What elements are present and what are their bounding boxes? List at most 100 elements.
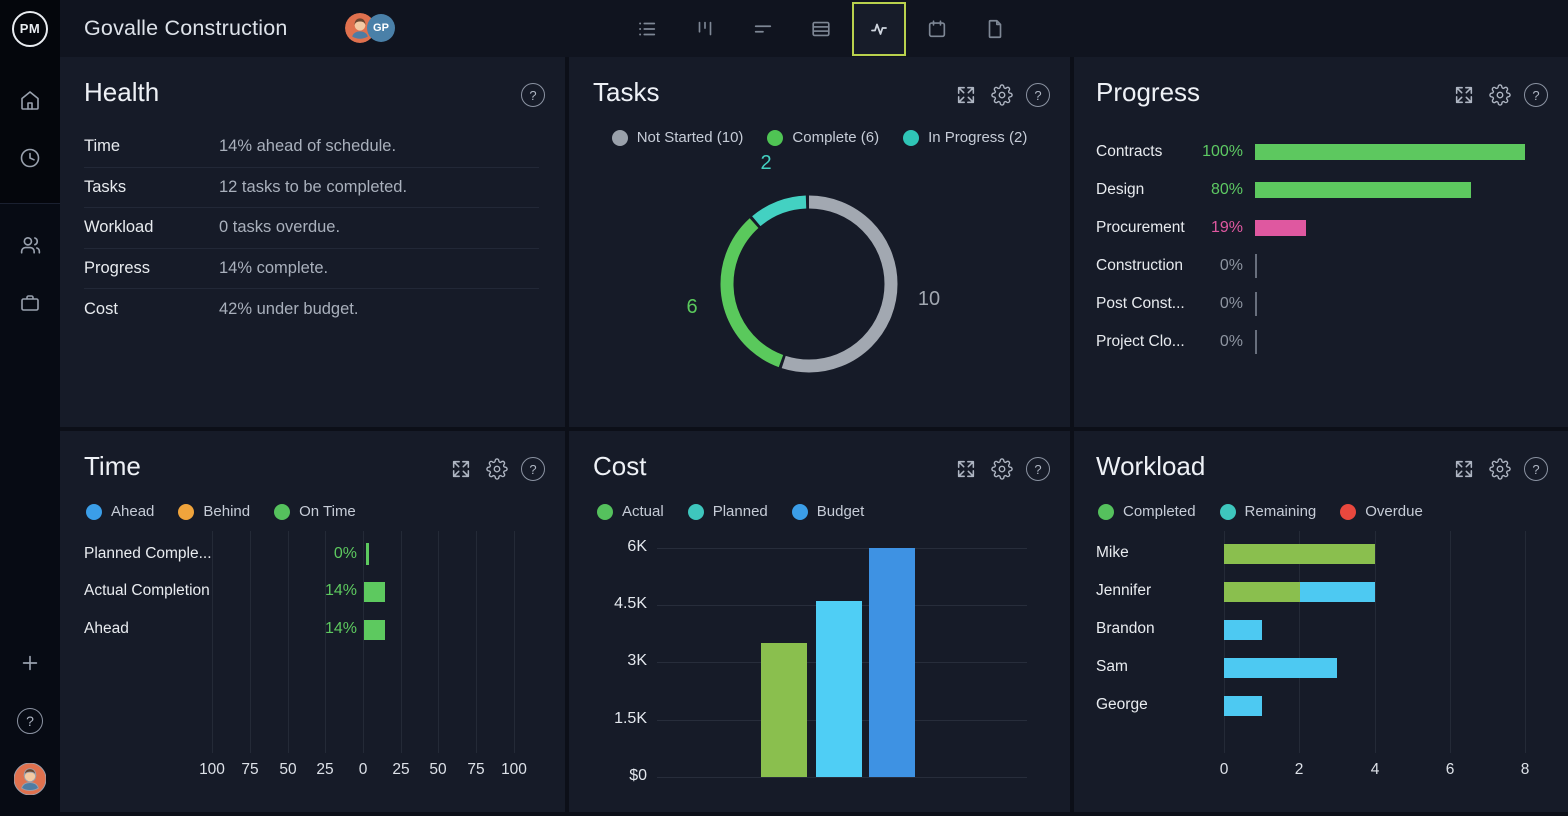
progress-bar <box>1255 220 1307 236</box>
time-row-label: Actual Completion <box>84 582 210 599</box>
health-row-value: 14% complete. <box>219 258 329 277</box>
help-icon[interactable]: ? <box>1026 457 1050 481</box>
help-icon[interactable]: ? <box>1524 83 1548 107</box>
gridline <box>1299 531 1300 753</box>
expand-icon[interactable] <box>1452 457 1476 481</box>
y-axis-tick-label: 6K <box>627 538 647 555</box>
help-icon[interactable]: ? <box>1026 83 1050 107</box>
docs-view-button[interactable] <box>975 9 1015 49</box>
progress-row-label: Design <box>1096 181 1145 198</box>
sidebar-team-button[interactable] <box>0 216 60 274</box>
legend-item[interactable]: In Progress (2) <box>903 129 1027 146</box>
help-icon: ? <box>17 708 43 734</box>
health-row-value: 42% under budget. <box>219 299 359 318</box>
workload-row-label: Mike <box>1096 544 1129 561</box>
gridline <box>288 531 289 753</box>
tasks-panel: Tasks ? Not Started (10) Complete (6) <box>569 57 1070 427</box>
legend-item[interactable]: Budget <box>791 503 864 520</box>
expand-icon[interactable] <box>1452 83 1476 107</box>
gridline <box>212 531 213 753</box>
top-bar: PM Govalle Construction GP <box>0 0 1568 57</box>
view-toolbar <box>627 0 1033 57</box>
sidebar-home-button[interactable] <box>0 71 60 129</box>
legend-dot <box>274 503 291 520</box>
list-view-button[interactable] <box>627 9 667 49</box>
project-members[interactable]: GP <box>345 13 395 43</box>
workload-row-label: Brandon <box>1096 620 1155 637</box>
member-avatar-gp[interactable]: GP <box>367 14 395 42</box>
table-view-button[interactable] <box>801 9 841 49</box>
help-icon[interactable]: ? <box>521 457 545 481</box>
x-axis-tick-label: 4 <box>1370 761 1380 778</box>
progress-row-label: Project Clo... <box>1096 333 1185 350</box>
sidebar-recent-button[interactable] <box>0 129 60 187</box>
legend-item[interactable]: Actual <box>597 503 664 520</box>
legend-dot <box>767 129 784 146</box>
sidebar-help-button[interactable]: ? <box>0 692 60 750</box>
app-logo[interactable]: PM <box>0 0 60 57</box>
cost-bar-budget <box>869 548 915 777</box>
legend-item[interactable]: Complete (6) <box>767 129 879 146</box>
health-row: Workload 0 tasks overdue. <box>84 208 539 249</box>
legend-dot <box>86 503 102 520</box>
legend-item[interactable]: Overdue <box>1340 503 1423 520</box>
legend-item[interactable]: On Time <box>274 503 356 520</box>
time-row-value: 14% <box>324 620 357 637</box>
zero-tick <box>1255 254 1257 278</box>
sidebar: ? <box>0 57 60 816</box>
gear-icon[interactable] <box>1488 83 1512 107</box>
y-axis-tick-label: 1.5K <box>614 710 647 727</box>
calendar-view-button[interactable] <box>917 9 957 49</box>
time-panel: Time ? Ahead Behind <box>60 431 565 812</box>
legend-item[interactable]: Remaining <box>1219 503 1316 520</box>
x-axis-tick-label: 75 <box>467 761 485 778</box>
gantt-view-button[interactable] <box>743 9 783 49</box>
legend-dot <box>1219 503 1236 520</box>
legend-item[interactable]: Completed <box>1098 503 1196 520</box>
workload-chart: 0 2 4 6 8 Mike Jennifer Brandon Sam George <box>1074 431 1568 812</box>
legend-item[interactable]: Planned <box>687 503 768 520</box>
workload-panel: Workload ? Completed Remaining <box>1074 431 1568 812</box>
expand-icon[interactable] <box>449 457 473 481</box>
member-avatar[interactable] <box>345 13 375 43</box>
x-axis-tick-label: 0 <box>358 761 368 778</box>
board-view-button[interactable] <box>685 9 725 49</box>
progress-row-value: 80% <box>1210 181 1243 198</box>
x-axis-tick-label: 2 <box>1294 761 1304 778</box>
time-legend: Ahead Behind On Time <box>86 503 356 520</box>
help-icon[interactable]: ? <box>521 83 545 107</box>
gridline <box>363 531 364 753</box>
health-row-label: Tasks <box>84 177 127 196</box>
x-axis-tick-label: 6 <box>1445 761 1455 778</box>
time-row-label: Ahead <box>84 620 129 637</box>
progress-row: Post Const... 0% <box>1074 285 1568 323</box>
zero-tick <box>1255 292 1257 316</box>
time-row-value: 14% <box>324 582 357 599</box>
workload-bar-completed <box>1224 544 1375 564</box>
team-icon <box>20 236 40 254</box>
workload-bar-remaining <box>1224 620 1262 640</box>
gear-icon[interactable] <box>990 457 1014 481</box>
gear-icon[interactable] <box>1488 457 1512 481</box>
progress-row-value: 0% <box>1219 333 1243 350</box>
dashboard-view-button[interactable] <box>852 1 906 56</box>
health-row-label: Workload <box>84 218 154 237</box>
progress-row-label: Construction <box>1096 257 1184 274</box>
legend-dot <box>597 503 613 520</box>
gridline <box>401 531 402 753</box>
gear-icon[interactable] <box>485 457 509 481</box>
sidebar-add-button[interactable] <box>0 634 60 692</box>
gear-icon[interactable] <box>990 83 1014 107</box>
legend-item[interactable]: Behind <box>178 503 250 520</box>
sidebar-portfolio-button[interactable] <box>0 274 60 332</box>
help-icon[interactable]: ? <box>1524 457 1548 481</box>
sidebar-user-avatar[interactable] <box>0 750 60 808</box>
legend-dot <box>1098 503 1114 520</box>
legend-item[interactable]: Not Started (10) <box>611 129 743 146</box>
expand-icon[interactable] <box>954 457 978 481</box>
tasks-legend: Not Started (10) Complete (6) In Progres… <box>569 129 1070 146</box>
y-axis-tick-label: 4.5K <box>614 595 647 612</box>
progress-chart: Contracts 100% Design 80% Procurement 19% Cons… <box>1074 133 1568 361</box>
expand-icon[interactable] <box>954 83 978 107</box>
legend-item[interactable]: Ahead <box>86 503 154 520</box>
